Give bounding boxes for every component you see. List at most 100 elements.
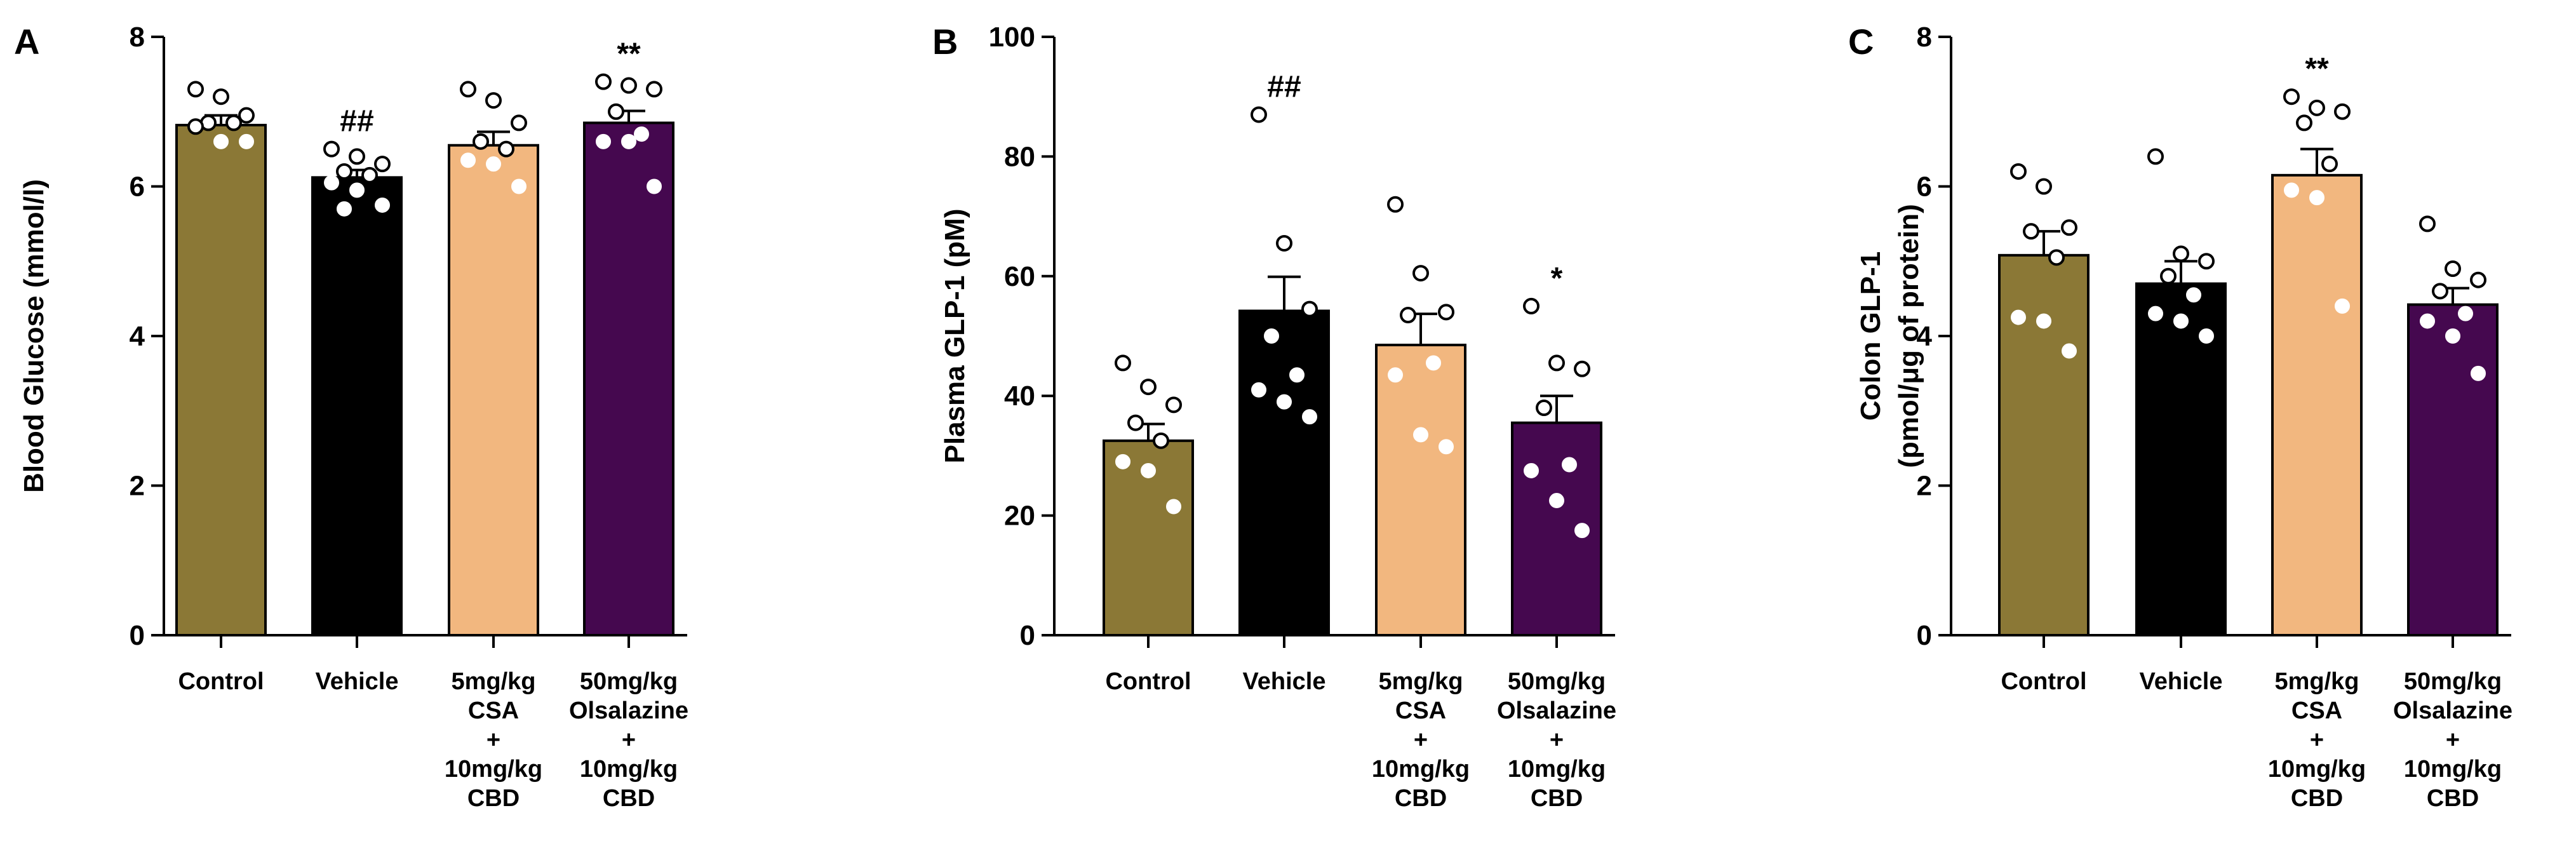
- data-point: [2309, 99, 2325, 116]
- x-category-label: 10mg/kg: [445, 756, 542, 783]
- y-axis-label: Blood Glucose (mmol/l): [18, 179, 50, 493]
- bar: [1998, 253, 2090, 636]
- bar: [583, 121, 674, 637]
- data-point: [2173, 245, 2189, 262]
- data-point: [187, 81, 204, 98]
- data-point: [1412, 265, 1429, 282]
- data-point: [1277, 394, 1292, 410]
- data-point: [2036, 178, 2052, 195]
- data-point: [596, 133, 611, 149]
- y-tick-label: 20: [1004, 501, 1035, 532]
- y-tick-label: 60: [1004, 261, 1035, 292]
- y-tick-label: 8: [130, 22, 145, 53]
- data-point: [361, 166, 378, 184]
- significance-marker: ##: [340, 105, 373, 138]
- y-axis-label: Colon GLP-1: [1855, 252, 1886, 421]
- x-category-label: +: [2310, 727, 2324, 753]
- data-point: [498, 140, 514, 158]
- bar: [1238, 309, 1330, 636]
- data-point: [374, 156, 391, 173]
- data-point: [486, 156, 501, 172]
- x-category-label: CBD: [1531, 785, 1583, 812]
- data-point: [213, 133, 229, 149]
- data-point: [2061, 219, 2077, 236]
- y-tick-label: 100: [989, 22, 1035, 53]
- data-point: [349, 148, 365, 165]
- x-category-label: Olsalazine: [1497, 697, 1616, 724]
- data-point: [1165, 396, 1182, 414]
- x-category-label: CBD: [2427, 785, 2479, 812]
- data-point: [1439, 439, 1454, 455]
- x-category-label: Control: [2001, 668, 2086, 695]
- y-tick-label: 2: [130, 471, 145, 502]
- data-point: [1115, 354, 1131, 372]
- data-point: [2334, 103, 2351, 120]
- data-point: [1523, 297, 1540, 314]
- data-point: [1400, 307, 1416, 324]
- bar: [311, 176, 403, 636]
- panel-C: C 0 2 4 6 8 Colon GLP-1 (pmol/μg of protein) Con…: [1848, 22, 2512, 812]
- y-tick-label: 80: [1004, 141, 1035, 172]
- x-category-label: CBD: [2291, 785, 2343, 812]
- data-point: [1115, 454, 1130, 469]
- data-point: [1413, 427, 1428, 443]
- x-category-label: CBD: [603, 785, 655, 812]
- data-point: [1438, 304, 1454, 321]
- data-point: [2186, 287, 2201, 303]
- data-point: [2062, 343, 2077, 359]
- significance-marker: **: [2305, 52, 2329, 86]
- data-point: [1562, 457, 1577, 473]
- y-tick-label: 6: [1917, 172, 1932, 203]
- x-category-label: Vehicle: [2140, 668, 2223, 695]
- y-tick-label: 4: [130, 321, 145, 352]
- data-point: [2284, 182, 2299, 198]
- data-point: [621, 133, 636, 149]
- data-point: [2309, 190, 2324, 206]
- data-point: [2420, 313, 2435, 329]
- panel-B: B 0 20 40 60 80 100 Plasma GLP-1 (pM) Control ## V…: [932, 22, 1616, 812]
- x-category-label: 10mg/kg: [1508, 756, 1606, 783]
- x-category-label: +: [622, 727, 636, 753]
- bar: [2271, 173, 2363, 636]
- data-point: [2471, 365, 2486, 381]
- data-point: [1549, 493, 1564, 509]
- x-category-label: Control: [1105, 668, 1191, 695]
- x-category-label: 10mg/kg: [2268, 756, 2366, 783]
- bar: [2407, 303, 2499, 637]
- data-point: [1548, 354, 1565, 372]
- data-point: [324, 175, 339, 191]
- data-point: [2445, 328, 2460, 344]
- data-point: [460, 152, 476, 168]
- data-point: [2198, 253, 2215, 270]
- bar: [448, 144, 539, 637]
- data-point: [337, 201, 352, 217]
- data-point: [238, 107, 255, 124]
- data-point: [375, 197, 390, 213]
- data-point: [1574, 360, 1590, 377]
- y-tick-label: 0: [130, 620, 145, 651]
- data-point: [1301, 300, 1318, 318]
- data-point: [1426, 355, 1441, 371]
- x-category-label: 50mg/kg: [1508, 668, 1606, 695]
- data-point: [608, 103, 624, 120]
- bar: [175, 123, 267, 636]
- data-point: [1141, 462, 1156, 478]
- x-category-label: 10mg/kg: [580, 756, 678, 783]
- data-point: [239, 133, 254, 149]
- significance-marker: ##: [1267, 70, 1301, 104]
- data-point: [621, 77, 637, 94]
- data-point: [1127, 414, 1144, 431]
- x-category-label: 5mg/kg: [2274, 668, 2359, 695]
- x-category-label: CBD: [1395, 785, 1447, 812]
- data-point: [2147, 148, 2164, 165]
- data-point: [2445, 260, 2461, 278]
- data-point: [2283, 88, 2300, 105]
- data-point: [1166, 499, 1181, 515]
- significance-marker: *: [1551, 262, 1563, 295]
- panel-letter: A: [14, 22, 39, 62]
- data-point: [187, 118, 204, 135]
- x-category-label: CSA: [1395, 697, 1446, 724]
- data-point: [1574, 523, 1590, 539]
- data-point: [511, 114, 527, 131]
- x-category-label: Vehicle: [316, 668, 399, 695]
